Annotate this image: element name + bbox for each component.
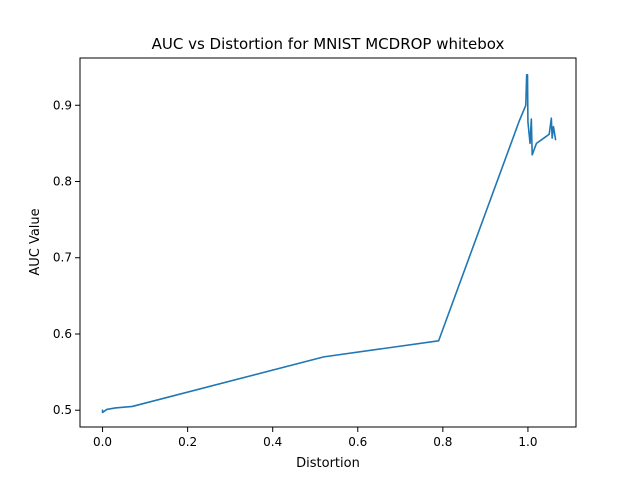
series-line-1	[101, 73, 557, 414]
x-axis-ticks: 0.0 0.2 0.4 0.6 0.8 1.0	[93, 427, 537, 449]
plot-frame	[79, 57, 577, 428]
y-tick-label: 0.5	[53, 403, 72, 417]
x-tick-label: 0.6	[348, 435, 367, 449]
y-tick-label: 0.8	[53, 175, 72, 189]
y-tick-label: 0.9	[53, 98, 72, 112]
chart-title: AUC vs Distortion for MNIST MCDROP white…	[152, 35, 505, 53]
y-tick-label: 0.6	[53, 327, 72, 341]
x-tick-label: 0.8	[433, 435, 452, 449]
plot-background	[80, 58, 576, 427]
x-tick-label: 1.0	[518, 435, 537, 449]
x-tick-label: 0.4	[263, 435, 282, 449]
y-axis-ticks: 0.5 0.6 0.7 0.8 0.9	[53, 98, 80, 417]
x-tick-label: 0.0	[93, 435, 112, 449]
y-tick-label: 0.7	[53, 251, 72, 265]
y-axis-label: AUC Value	[28, 208, 43, 275]
plot-area: 0.0 0.2 0.4 0.6 0.8 1.0 0.5 0.6 0.7 0.8 0.9	[53, 57, 577, 449]
x-axis-label: Distortion	[296, 456, 360, 471]
series-layer	[101, 73, 557, 414]
x-tick-label: 0.2	[178, 435, 197, 449]
